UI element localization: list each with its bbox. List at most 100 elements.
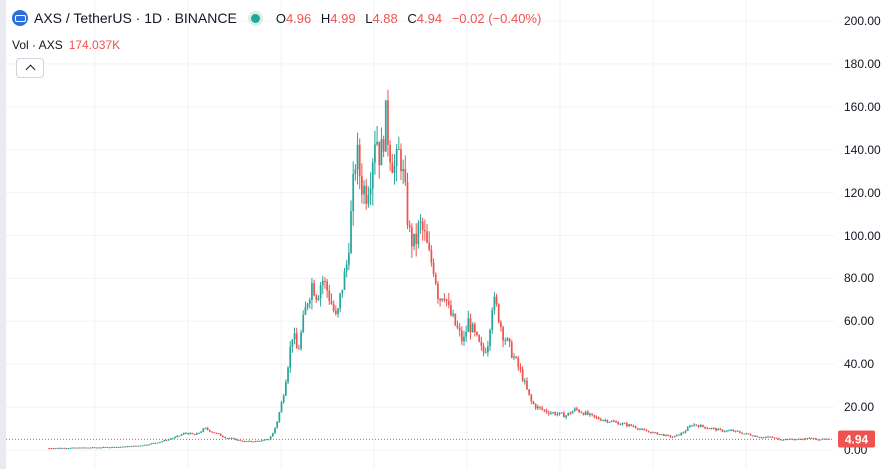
candle-body [602,420,604,422]
candle-body [415,233,418,245]
candle-body [632,425,635,427]
candle-body [52,448,55,450]
candle-body [699,424,702,428]
candle-body [59,447,61,449]
candle-body [782,439,785,441]
candle-body [732,430,735,432]
candle-body [352,173,355,212]
candle-body [263,439,266,441]
candle-body [313,283,315,296]
candle-body [261,440,263,442]
candle-body [554,412,557,415]
candle-body [480,341,483,347]
candle-body [402,168,405,172]
candle-body [697,425,700,428]
candle-body [523,380,526,382]
candle-body [808,437,811,439]
candle-body [667,434,670,436]
candle-body [211,431,213,433]
candle-body [467,318,470,332]
candle-body [109,447,111,449]
candle-body [239,439,242,441]
candle-body [604,420,607,422]
candle-body [276,421,279,428]
candle-body [137,445,140,447]
candle-body [641,428,643,430]
candle-body [721,429,724,432]
candle-body [534,404,537,409]
candle-body [315,295,318,300]
candle-body [445,299,448,301]
price-chart[interactable] [0,0,834,469]
candle-body [469,318,472,333]
candle-body [228,437,231,439]
last-price-badge: 4.94 [838,430,875,448]
candle-body [241,440,244,442]
candle-body [804,438,806,440]
candle-body [367,194,370,204]
candle-body [48,448,50,450]
candle-body [326,281,328,291]
candle-body [767,436,769,438]
candle-body [547,412,550,414]
symbol-title[interactable]: AXS / TetherUS · 1D · BINANCE [34,10,237,26]
candle-body [823,438,826,440]
candle-body [382,139,385,152]
open-value: 4.96 [285,10,312,26]
candle-body [404,168,407,183]
candle-body [148,444,150,446]
candle-body [519,366,522,370]
candle-body [545,410,548,413]
candle-body [497,304,500,323]
candle-body [141,445,144,447]
candle-body [106,447,109,449]
y-tick-label: 100.00 [844,228,881,243]
candle-body [378,141,381,166]
candle-body [100,447,103,449]
candle-body [78,447,81,449]
candle-body [337,308,339,314]
market-status-dot-icon [250,13,260,23]
high-label: H [320,10,331,26]
candle-body [324,280,326,282]
collapse-legend-button[interactable] [16,58,44,78]
candle-body [330,301,333,304]
volume-value: 174.037K [68,38,121,52]
candle-body [350,211,352,253]
candle-body [617,422,620,425]
candle-body [245,441,248,443]
candle-body [72,447,74,449]
candle-body [636,428,639,430]
candle-body [656,432,659,435]
candle-body [182,433,185,435]
open-label: O [275,10,286,26]
candle-body [510,342,513,358]
y-tick-label: 200.00 [844,14,881,28]
candle-body [226,437,229,439]
candle-body [775,437,778,439]
candle-body [815,438,817,440]
candle-body [104,446,107,448]
candle-body [317,298,320,300]
high-value: 4.99 [330,10,356,26]
candle-body [799,438,802,440]
candle-body [387,100,389,145]
candle-body [712,428,715,430]
candle-body [54,448,57,450]
candle-body [332,303,335,311]
candle-body [556,413,559,415]
candle-body [397,149,400,151]
candle-body [669,435,672,437]
candle-body [728,430,730,432]
candle-body [693,424,696,426]
candle-body [702,424,704,427]
candle-body [747,433,750,435]
candle-body [85,447,87,449]
candle-body [282,395,285,403]
candle-body [597,417,600,420]
candle-body [515,356,517,358]
candle-body [543,409,546,411]
price-axis[interactable]: 200.00 180.00 160.00 140.00 120.00 100.00 80.0… [834,0,891,469]
candle-body [504,340,507,342]
